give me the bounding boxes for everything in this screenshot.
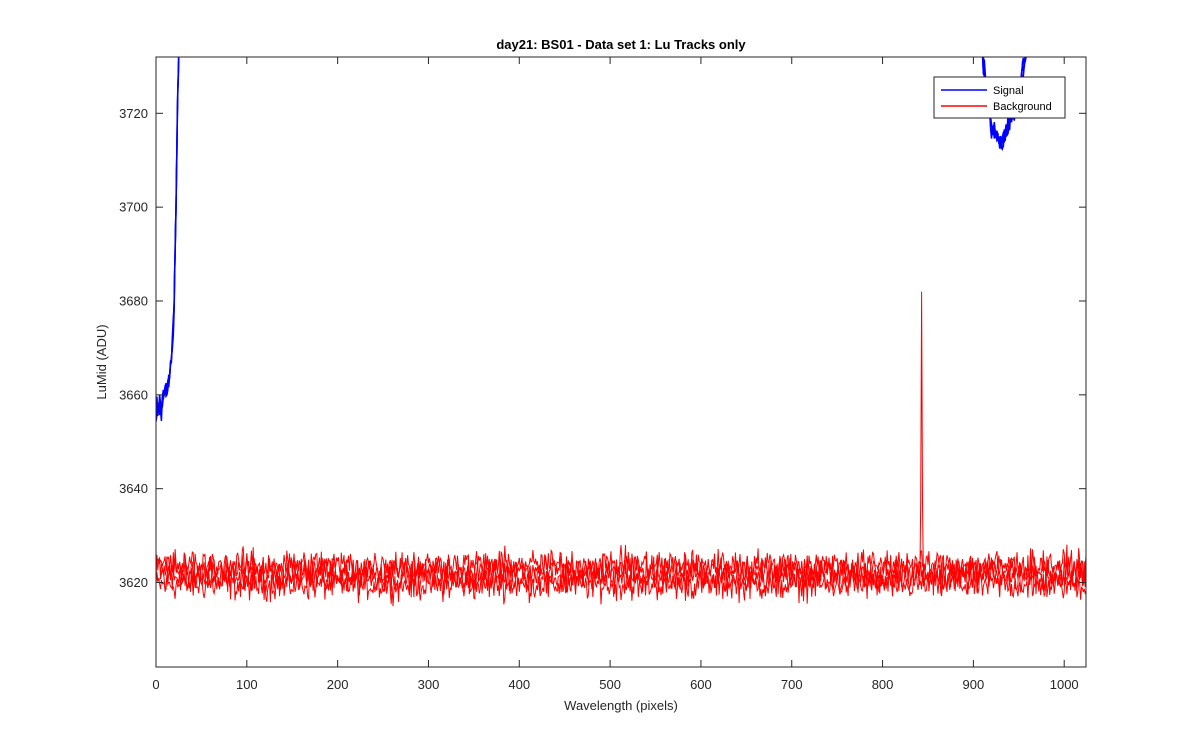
legend-entry-signal: Signal xyxy=(993,85,1024,97)
legend-box xyxy=(933,76,1066,119)
x-tick-label: 400 xyxy=(508,677,530,692)
y-tick-label: 3640 xyxy=(119,481,148,496)
x-tick-label: 0 xyxy=(152,677,159,692)
y-tick-label: 3700 xyxy=(119,200,148,215)
y-tick-label: 3720 xyxy=(119,106,148,121)
axes-layer: 0 100 200 300 400 500 600 700 800 900 1000 3620 3640… xyxy=(119,56,1087,692)
chart-title: day21: BS01 - Data set 1: Lu Tracks only xyxy=(496,37,746,52)
legend-entry-background: Background xyxy=(993,101,1052,113)
x-tick-label: 800 xyxy=(872,677,894,692)
x-tick-label: 500 xyxy=(599,677,621,692)
y-tick-label: 3680 xyxy=(119,294,148,309)
y-tick-label: 3660 xyxy=(119,387,148,402)
x-axis-label: Wavelength (pixels) xyxy=(564,698,678,713)
x-tick-label: 300 xyxy=(418,677,440,692)
x-tick-label: 200 xyxy=(327,677,349,692)
legend: Signal Background xyxy=(933,76,1066,119)
x-tick-label: 1000 xyxy=(1050,677,1079,692)
x-tick-label: 700 xyxy=(781,677,803,692)
series-background-trace xyxy=(156,544,1086,585)
x-tick-label: 900 xyxy=(963,677,985,692)
series-signal-trace xyxy=(156,57,180,422)
y-tick-label: 3620 xyxy=(119,575,148,590)
x-tick-label: 100 xyxy=(236,677,258,692)
x-tick-label: 600 xyxy=(690,677,712,692)
axes-box xyxy=(155,56,1087,668)
y-axis-label: LuMid (ADU) xyxy=(94,324,109,399)
